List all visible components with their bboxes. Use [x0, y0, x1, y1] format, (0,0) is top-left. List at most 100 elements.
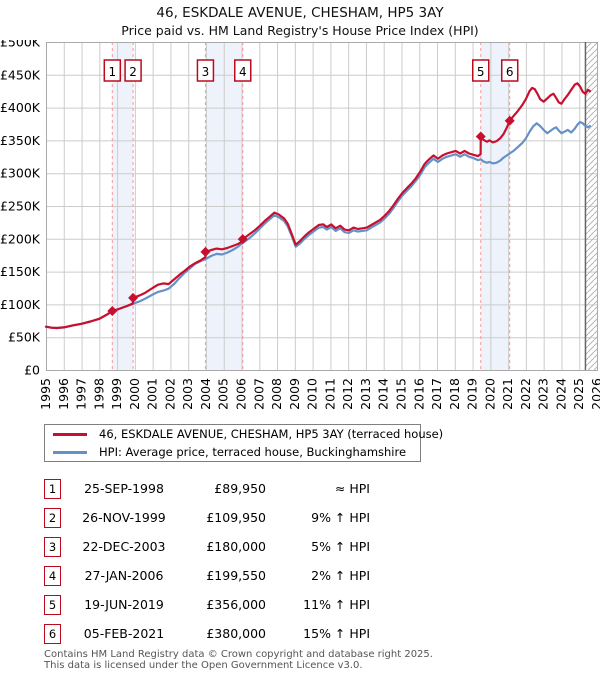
legend-entry-hpi: HPI: Average price, terraced house, Buck… — [45, 445, 420, 460]
sale-number-box — [124, 59, 142, 82]
svg-text:2010: 2010 — [305, 378, 320, 410]
sale-date: 25-SEP-1998 — [84, 481, 164, 496]
page-subtitle: Price paid vs. HM Land Registry's House … — [121, 23, 479, 38]
sale-date: 22-DEC-2003 — [82, 539, 166, 554]
sale-vs-hpi: 15% ↑ HPI — [303, 626, 370, 641]
sale-diamond — [107, 305, 118, 316]
sale-price: £180,000 — [206, 539, 266, 554]
sale-price: £109,950 — [206, 510, 266, 525]
sales-table: 1 25-SEP-1998 £89,950 ≈ HPI 2 26-NOV-199… — [44, 474, 564, 648]
sale-date: 27-JAN-2006 — [84, 568, 164, 583]
sale-number-badge: 6 — [44, 623, 61, 644]
sale-row: 1 25-SEP-1998 £89,950 ≈ HPI — [44, 474, 564, 503]
legend-label: 46, ESKDALE AVENUE, CHESHAM, HP5 3AY (te… — [99, 427, 444, 441]
svg-text:£50K: £50K — [8, 330, 41, 345]
svg-text:2026: 2026 — [589, 378, 600, 410]
sale-row: 3 22-DEC-2003 £180,000 5% ↑ HPI — [44, 532, 564, 561]
svg-text:2019: 2019 — [465, 378, 480, 410]
svg-text:2003: 2003 — [180, 378, 195, 410]
sale-number-badge: 4 — [44, 565, 61, 586]
sale-number-badge: 2 — [44, 507, 61, 528]
svg-text:2021: 2021 — [500, 378, 515, 410]
sale-date: 05-FEB-2021 — [83, 626, 165, 641]
svg-text:2024: 2024 — [553, 378, 568, 410]
svg-text:1999: 1999 — [109, 378, 124, 410]
sale-date: 26-NOV-1999 — [82, 510, 166, 525]
svg-text:2011: 2011 — [322, 378, 337, 410]
svg-text:1996: 1996 — [56, 378, 71, 410]
svg-text:2016: 2016 — [411, 378, 426, 410]
svg-text:1997: 1997 — [74, 378, 89, 410]
svg-text:2012: 2012 — [340, 378, 355, 410]
sale-number-badge: 3 — [44, 536, 61, 557]
sale-number-box — [234, 59, 252, 82]
sale-number-label: 5 — [477, 65, 485, 79]
svg-text:2015: 2015 — [393, 378, 408, 410]
plot-border — [46, 42, 598, 371]
svg-text:£400K: £400K — [0, 100, 41, 115]
future-hatch-region — [585, 42, 597, 370]
property-price-line — [44, 82, 592, 330]
sale-vs-hpi: 5% ↑ HPI — [311, 539, 370, 554]
sale-number-badge: 1 — [44, 478, 61, 499]
sale-number-label: 2 — [129, 65, 137, 79]
chart-legend: 46, ESKDALE AVENUE, CHESHAM, HP5 3AY (te… — [44, 424, 443, 462]
sale-number-box — [472, 59, 490, 82]
legend-entry-property: 46, ESKDALE AVENUE, CHESHAM, HP5 3AY (te… — [45, 427, 443, 442]
sale-number-label: 4 — [239, 65, 247, 79]
sale-number-box — [103, 59, 122, 82]
hpi-line — [44, 120, 592, 330]
svg-text:2025: 2025 — [571, 378, 586, 410]
svg-text:2020: 2020 — [482, 378, 497, 410]
footer-line-2: This data is licensed under the Open Gov… — [44, 660, 363, 671]
svg-text:£150K: £150K — [0, 264, 41, 279]
svg-text:2023: 2023 — [536, 378, 551, 410]
sale-number-badge: 5 — [44, 594, 61, 615]
svg-text:2013: 2013 — [358, 378, 373, 410]
y-axis-labels: £0 £50K £100K £150K £200K £250K £300K £350K £400… — [0, 40, 41, 378]
sale-vs-hpi: ≈ HPI — [334, 481, 370, 496]
sale-diamond — [475, 131, 486, 142]
svg-text:2006: 2006 — [234, 378, 249, 410]
sale-diamond — [504, 115, 515, 126]
sale-vs-hpi: 2% ↑ HPI — [311, 568, 370, 583]
svg-text:2005: 2005 — [216, 378, 231, 410]
price-history-chart: 1 2 3 4 5 6 £0 £50K £100K £150K £200K £250K £300K £35… — [0, 40, 600, 410]
svg-text:£500K: £500K — [0, 40, 41, 50]
svg-text:£250K: £250K — [0, 199, 41, 214]
svg-text:£350K: £350K — [0, 133, 41, 148]
svg-text:2008: 2008 — [269, 378, 284, 410]
svg-text:£450K: £450K — [0, 67, 41, 82]
legend-label: HPI: Average price, terraced house, Buck… — [99, 445, 407, 459]
sale-price: £199,550 — [206, 568, 266, 583]
sale-row: 2 26-NOV-1999 £109,950 9% ↑ HPI — [44, 503, 564, 532]
svg-text:1995: 1995 — [38, 378, 53, 410]
property-line-swatch — [53, 432, 87, 436]
svg-text:2002: 2002 — [162, 378, 177, 410]
x-axis-labels: 1995 1996 1997 1998 1999 2000 2001 2002 2003 2004… — [38, 378, 600, 410]
sale-vs-hpi: 11% ↑ HPI — [303, 597, 370, 612]
sale-number-label: 6 — [506, 65, 514, 79]
svg-text:2018: 2018 — [447, 378, 462, 410]
svg-text:1998: 1998 — [91, 378, 106, 410]
sale-row: 5 19-JUN-2019 £356,000 11% ↑ HPI — [44, 590, 564, 619]
sale-price: £89,950 — [214, 481, 266, 496]
svg-text:2022: 2022 — [518, 378, 533, 410]
sale-price: £356,000 — [206, 597, 266, 612]
hpi-line-swatch — [53, 450, 87, 454]
svg-text:£300K: £300K — [0, 166, 41, 181]
sale-number-box — [196, 59, 215, 82]
svg-text:2009: 2009 — [287, 378, 302, 410]
sale-row: 6 05-FEB-2021 £380,000 15% ↑ HPI — [44, 619, 564, 648]
sale-diamond — [200, 246, 211, 257]
svg-text:2000: 2000 — [127, 378, 142, 410]
svg-text:£0: £0 — [24, 363, 40, 378]
sale-number-label: 3 — [202, 65, 210, 79]
sale-price: £380,000 — [206, 626, 266, 641]
svg-text:2017: 2017 — [429, 378, 444, 410]
sale-vs-hpi: 9% ↑ HPI — [311, 510, 370, 525]
sale-date: 19-JUN-2019 — [84, 597, 164, 612]
sale-number-box — [500, 59, 519, 82]
